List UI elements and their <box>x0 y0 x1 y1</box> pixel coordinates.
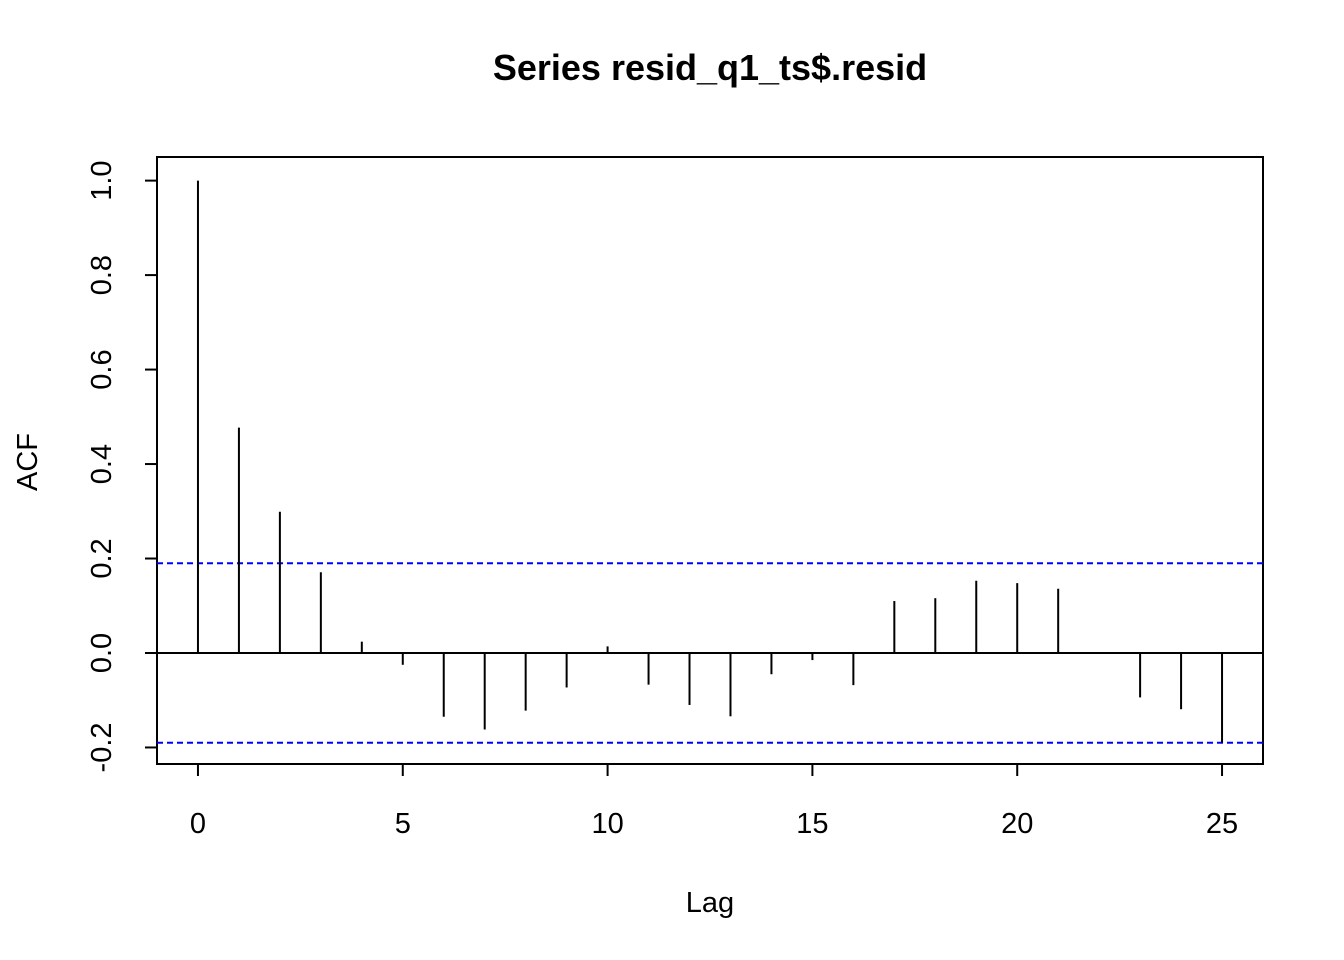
y-tick-label: 1.0 <box>86 160 118 200</box>
x-tick-label: 5 <box>395 808 411 840</box>
y-axis: -0.2 0.0 0.2 0.4 0.6 0.8 1.0 <box>86 160 157 772</box>
y-tick-label: -0.2 <box>86 722 118 772</box>
x-tick-label: 0 <box>190 808 206 840</box>
y-axis-label: ACF <box>12 433 44 491</box>
y-tick-label: 0.2 <box>86 538 118 578</box>
acf-bars <box>196 180 1224 743</box>
x-tick-label: 20 <box>1001 808 1033 840</box>
y-tick-label: 0.0 <box>86 633 118 673</box>
x-axis: 0 5 10 15 20 25 <box>190 764 1238 840</box>
x-tick-label: 15 <box>796 808 828 840</box>
x-axis-label: Lag <box>686 887 734 919</box>
plot-frame <box>156 156 1264 765</box>
chart-title: Series resid_q1_ts$.resid <box>493 47 927 88</box>
y-tick-label: 0.8 <box>86 255 118 295</box>
y-tick-label: 0.6 <box>86 349 118 389</box>
x-tick-label: 25 <box>1206 808 1238 840</box>
x-tick-label: 10 <box>591 808 623 840</box>
y-tick-label: 0.4 <box>86 444 118 484</box>
